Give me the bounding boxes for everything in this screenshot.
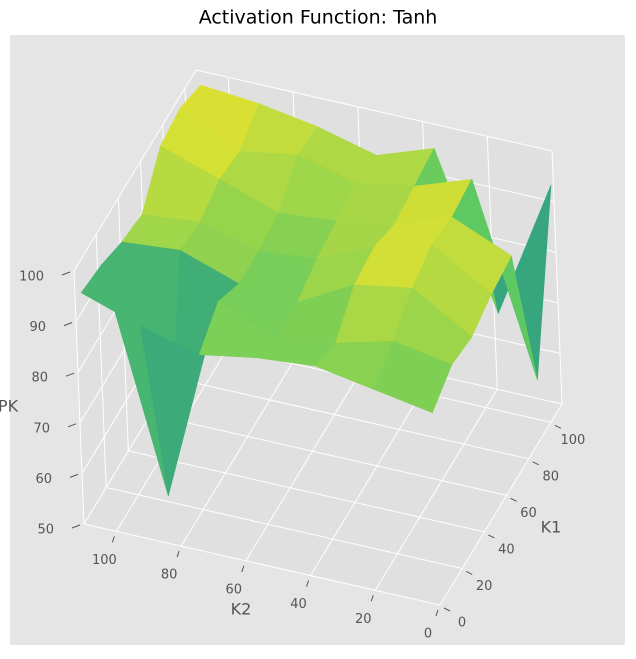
- tick-mark: [111, 536, 115, 543]
- tick-mark: [61, 271, 71, 276]
- tick-mark: [554, 424, 562, 429]
- tick-mark: [65, 372, 75, 377]
- grid-line: [172, 377, 529, 460]
- z-tick-label: 100: [19, 270, 44, 285]
- x-axis-label: K1: [541, 518, 562, 537]
- grid-line: [180, 344, 304, 547]
- grid-line: [83, 523, 441, 606]
- y-tick-label: 40: [290, 597, 307, 612]
- grid-line: [310, 374, 433, 576]
- tick-mark: [306, 580, 310, 587]
- x-tick-label: 100: [560, 433, 585, 448]
- grid-line: [439, 403, 563, 606]
- tick-mark: [443, 607, 451, 612]
- grid-line: [150, 413, 507, 496]
- grid-line: [374, 389, 498, 591]
- tick-mark: [67, 423, 77, 428]
- grid-line: [73, 270, 85, 525]
- tick-mark: [241, 565, 245, 572]
- z-axis-label: PK: [0, 397, 19, 416]
- y-tick-label: 80: [161, 568, 178, 583]
- z-tick-label: 80: [31, 371, 48, 386]
- y-tick-label: 20: [355, 612, 372, 627]
- tick-mark: [488, 534, 495, 539]
- grid-line: [195, 69, 553, 152]
- tick-mark: [63, 322, 73, 327]
- y-axis-label: K2: [231, 600, 252, 619]
- tick-mark: [176, 550, 180, 558]
- z-tick-label: 60: [35, 472, 52, 487]
- x-tick-label: 40: [498, 542, 515, 557]
- x-tick-label: 0: [458, 616, 466, 631]
- grid-line: [128, 450, 485, 533]
- tick-mark: [435, 609, 439, 617]
- floor-pane: [84, 323, 562, 605]
- tick-mark: [532, 461, 539, 466]
- y-tick-label: 0: [424, 627, 432, 642]
- x-tick-label: 80: [542, 469, 559, 484]
- grid-line: [106, 486, 463, 569]
- tick-mark: [465, 571, 473, 575]
- z-tick-label: 70: [33, 421, 50, 436]
- tick-mark: [370, 595, 374, 602]
- z-tick-label: 90: [29, 320, 46, 335]
- z-tick-label: 50: [37, 523, 54, 538]
- grid-line: [73, 69, 197, 272]
- y-tick-label: 100: [92, 553, 117, 568]
- chart-title: Activation Function: Tanh: [199, 7, 438, 29]
- grid-line: [245, 359, 369, 562]
- surface-face: [373, 340, 453, 414]
- tick-mark: [71, 524, 81, 529]
- x-tick-label: 60: [520, 506, 537, 521]
- x-tick-label: 20: [476, 579, 493, 594]
- grid-line: [551, 150, 563, 405]
- y-tick-label: 60: [226, 582, 243, 597]
- tick-mark: [69, 473, 79, 478]
- tick-mark: [510, 497, 517, 502]
